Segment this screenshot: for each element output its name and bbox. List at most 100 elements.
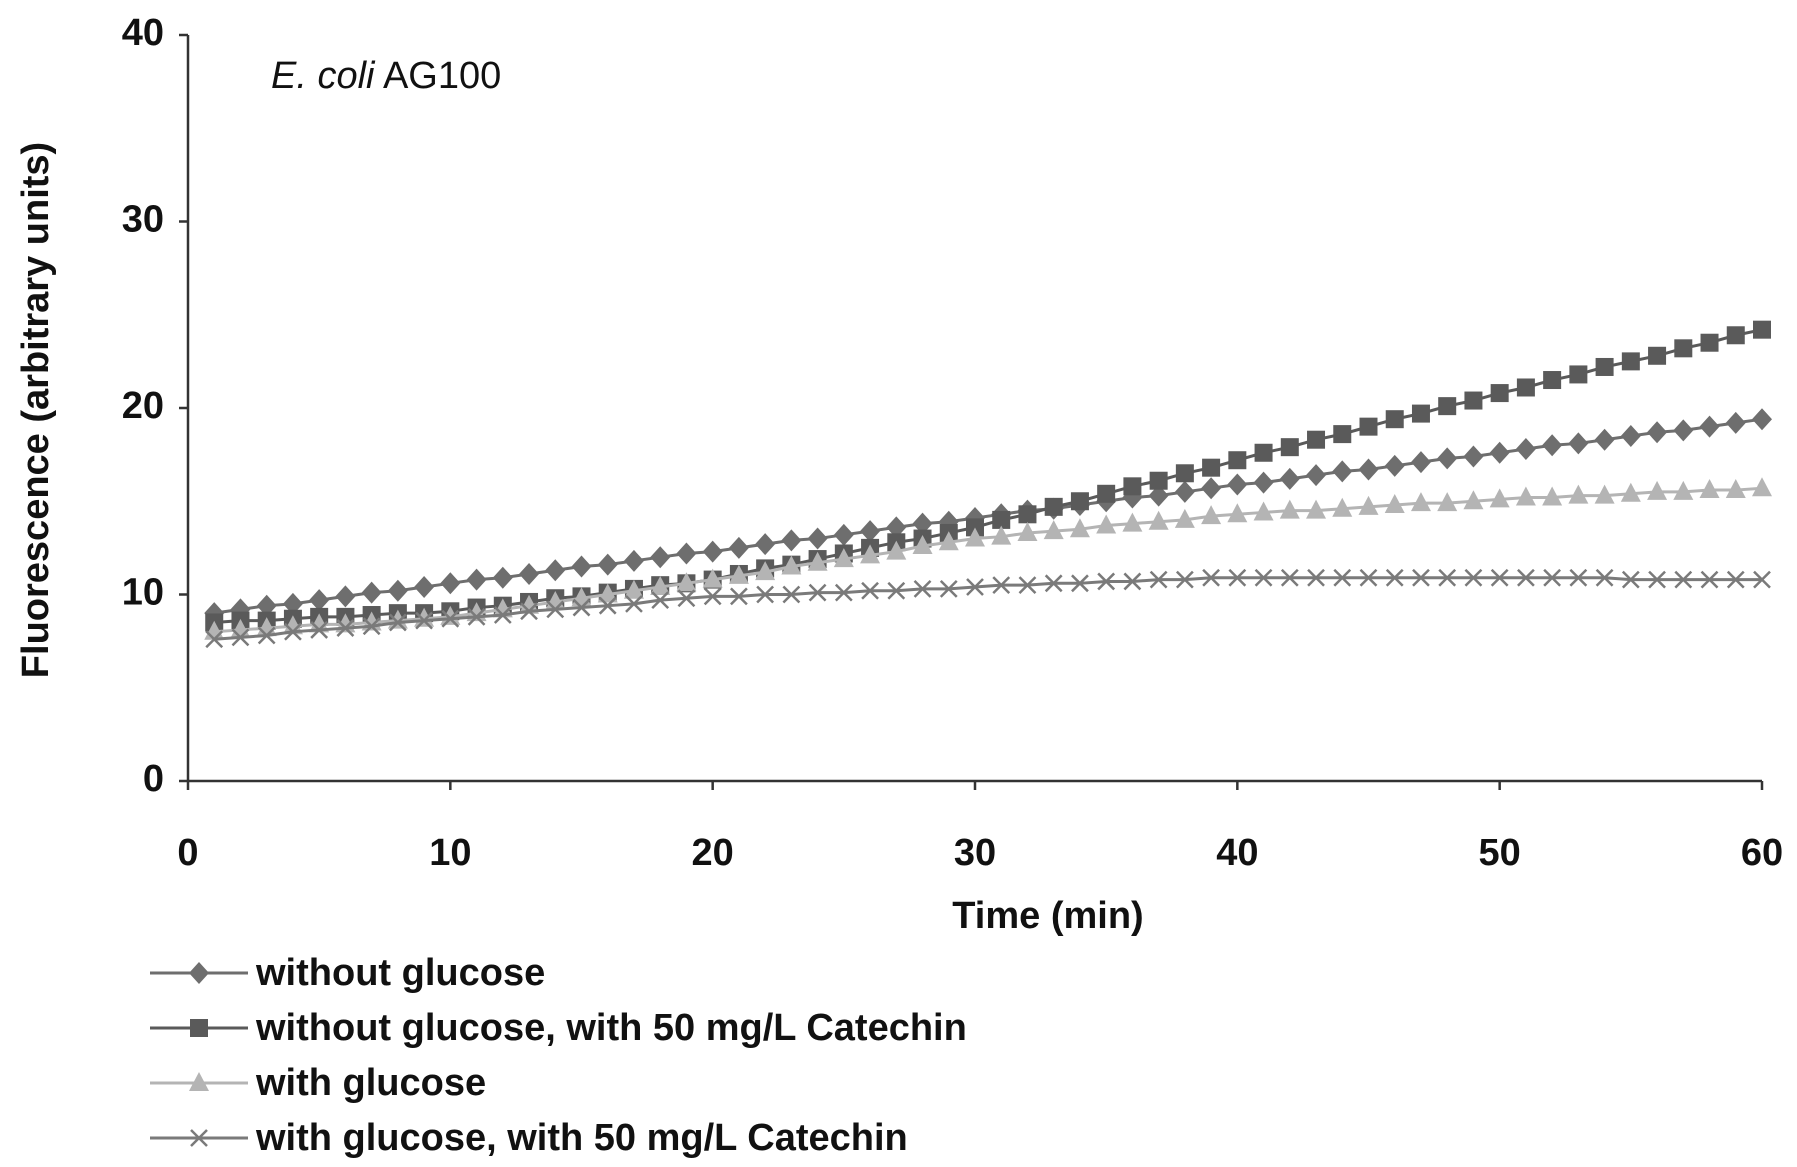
data-point (861, 581, 879, 600)
data-point (730, 587, 748, 606)
data-point (1174, 508, 1195, 528)
data-point (703, 587, 722, 606)
data-point (1201, 477, 1222, 500)
data-point (1228, 568, 1247, 587)
data-point (1410, 492, 1431, 512)
y-tick-label: 0 (143, 758, 164, 800)
data-point (1542, 486, 1563, 506)
data-point (282, 592, 303, 615)
data-point (1700, 570, 1719, 589)
annotation-strain: AG100 (383, 55, 501, 97)
data-point (1175, 570, 1194, 589)
data-point (860, 520, 881, 543)
data-point (1279, 467, 1300, 490)
data-point (781, 555, 802, 575)
data-point (1412, 568, 1430, 587)
data-point (1096, 514, 1117, 534)
data-point (362, 617, 381, 636)
data-point (1306, 499, 1327, 519)
legend-label: with glucose, with 50 mg/L Catechin (255, 1117, 908, 1159)
data-point (1253, 471, 1274, 494)
data-point (834, 583, 853, 602)
data-point (1647, 480, 1668, 500)
data-point (782, 585, 801, 604)
data-point (1463, 445, 1484, 468)
data-point (1202, 458, 1221, 477)
data-point (833, 548, 854, 568)
data-point (571, 555, 592, 578)
data-point (519, 594, 540, 614)
y-axis-label: Fluorescence (arbitrary units) (15, 142, 57, 678)
data-point (1097, 484, 1116, 503)
data-point (677, 589, 696, 608)
data-point (1437, 447, 1458, 470)
series-line (214, 576, 1762, 641)
y-tick-label: 20 (122, 385, 164, 427)
data-point (1174, 480, 1195, 503)
data-point (1018, 505, 1037, 524)
data-point (1594, 428, 1615, 451)
data-point (1044, 574, 1063, 593)
x-tick-label: 0 (177, 832, 198, 874)
data-point (1384, 493, 1405, 513)
data-point (231, 628, 250, 647)
data-point (1753, 320, 1771, 339)
data-point (938, 531, 959, 551)
annotation-species: E. coli (271, 55, 376, 97)
data-point (728, 564, 749, 584)
data-point (1674, 570, 1693, 589)
data-point (282, 615, 303, 635)
data-point (676, 542, 697, 565)
data-point (1253, 501, 1274, 521)
data-point (1463, 490, 1484, 510)
data-point (966, 578, 984, 596)
data-point (1017, 521, 1038, 541)
legend-label: without glucose, with 50 mg/L Catechin (255, 1007, 967, 1049)
data-point (1438, 397, 1457, 416)
data-point (520, 602, 538, 621)
data-point (1385, 568, 1404, 587)
data-point (1201, 505, 1222, 525)
data-point (441, 609, 460, 628)
data-point (676, 572, 697, 592)
data-point (1699, 415, 1720, 438)
data-point (597, 583, 618, 603)
data-point (1384, 454, 1405, 477)
data-point (1515, 438, 1536, 461)
data-point (466, 568, 487, 591)
data-point (467, 607, 486, 626)
data-point (623, 579, 644, 599)
data-point (1148, 510, 1169, 530)
data-point (1569, 365, 1588, 384)
data-point (860, 544, 881, 564)
data-point (440, 572, 461, 595)
data-point (597, 553, 618, 576)
y-tick-label: 40 (122, 12, 164, 54)
data-point (992, 576, 1011, 595)
data-point (1725, 411, 1746, 434)
data-point (1726, 570, 1745, 589)
legend-label: with glucose (255, 1062, 486, 1104)
data-point (1569, 568, 1588, 587)
data-point (807, 527, 828, 550)
annotation: E. coli AG100 (271, 55, 501, 97)
data-point (492, 566, 513, 589)
x-tick-label: 40 (1216, 832, 1258, 874)
data-point (1122, 512, 1143, 532)
data-point (1069, 518, 1090, 538)
data-point (546, 600, 565, 619)
data-point (1280, 438, 1299, 457)
data-point (388, 613, 407, 632)
data-point (1332, 460, 1353, 483)
data-point (1097, 572, 1116, 591)
data-point (361, 581, 382, 604)
data-point (336, 619, 355, 637)
data-point (1464, 391, 1483, 410)
data-point (310, 621, 329, 639)
data-point (1673, 419, 1694, 442)
data-point (414, 576, 435, 599)
data-point (1648, 570, 1666, 589)
x-tick-label: 60 (1741, 832, 1783, 874)
data-point (1279, 499, 1300, 519)
data-point (1175, 464, 1194, 483)
